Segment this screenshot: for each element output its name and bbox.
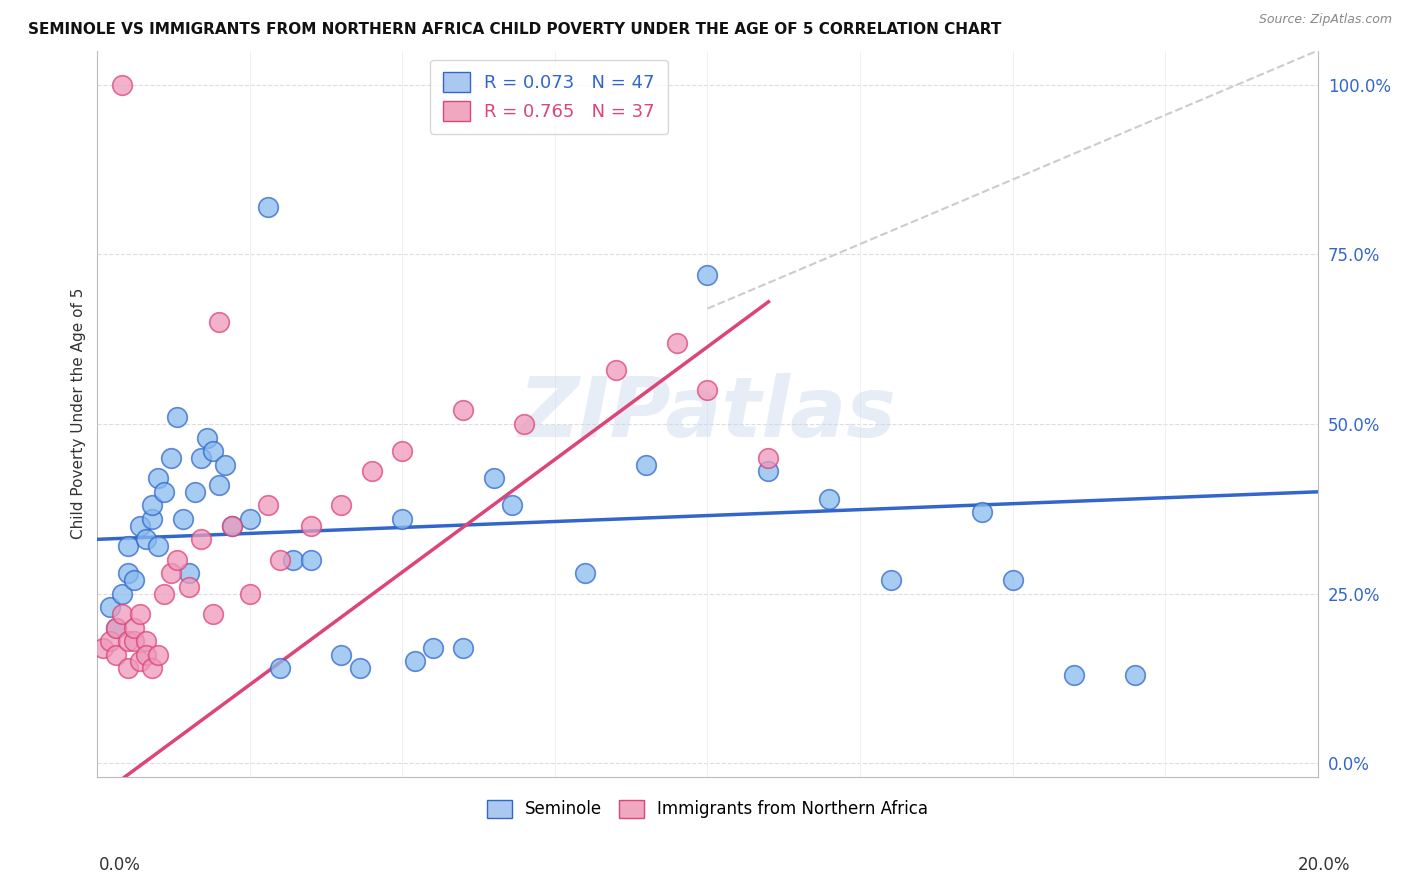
Point xyxy=(879,573,901,587)
Point xyxy=(93,640,115,655)
Text: Source: ZipAtlas.com: Source: ZipAtlas.com xyxy=(1258,13,1392,27)
Point xyxy=(129,518,152,533)
Point xyxy=(122,573,145,587)
Point xyxy=(104,621,127,635)
Point xyxy=(269,661,291,675)
Point xyxy=(299,552,322,566)
Point xyxy=(404,655,426,669)
Point xyxy=(190,533,212,547)
Point xyxy=(665,335,688,350)
Point xyxy=(184,484,207,499)
Point xyxy=(453,403,475,417)
Point xyxy=(135,533,157,547)
Point xyxy=(166,552,188,566)
Point xyxy=(696,268,718,282)
Point xyxy=(257,499,280,513)
Point xyxy=(513,417,536,431)
Point xyxy=(148,471,170,485)
Point xyxy=(330,648,353,662)
Point xyxy=(166,410,188,425)
Point xyxy=(141,499,163,513)
Point xyxy=(177,566,200,581)
Point xyxy=(202,444,225,458)
Point xyxy=(177,580,200,594)
Point xyxy=(190,450,212,465)
Point xyxy=(111,78,134,92)
Point xyxy=(696,383,718,397)
Point xyxy=(1123,668,1146,682)
Point xyxy=(239,586,262,600)
Legend: Seminole, Immigrants from Northern Africa: Seminole, Immigrants from Northern Afric… xyxy=(478,791,936,827)
Point xyxy=(202,607,225,621)
Point xyxy=(208,315,231,329)
Point xyxy=(208,478,231,492)
Point xyxy=(122,634,145,648)
Point xyxy=(117,539,139,553)
Point xyxy=(141,512,163,526)
Point xyxy=(1063,668,1085,682)
Point xyxy=(970,505,993,519)
Point xyxy=(141,661,163,675)
Point xyxy=(1001,573,1024,587)
Text: SEMINOLE VS IMMIGRANTS FROM NORTHERN AFRICA CHILD POVERTY UNDER THE AGE OF 5 COR: SEMINOLE VS IMMIGRANTS FROM NORTHERN AFR… xyxy=(28,22,1001,37)
Point xyxy=(159,566,181,581)
Point xyxy=(135,634,157,648)
Point xyxy=(501,499,523,513)
Y-axis label: Child Poverty Under the Age of 5: Child Poverty Under the Age of 5 xyxy=(72,288,86,540)
Point xyxy=(214,458,236,472)
Point xyxy=(269,552,291,566)
Text: 20.0%: 20.0% xyxy=(1298,856,1350,874)
Point xyxy=(153,484,176,499)
Point xyxy=(758,465,780,479)
Point xyxy=(153,586,176,600)
Point xyxy=(122,621,145,635)
Point xyxy=(361,465,384,479)
Point xyxy=(111,586,134,600)
Point xyxy=(257,200,280,214)
Point xyxy=(330,499,353,513)
Point xyxy=(482,471,505,485)
Point xyxy=(391,512,413,526)
Point xyxy=(117,661,139,675)
Point xyxy=(281,552,304,566)
Point xyxy=(422,640,444,655)
Point xyxy=(98,634,121,648)
Point xyxy=(117,634,139,648)
Point xyxy=(349,661,371,675)
Point xyxy=(172,512,194,526)
Point xyxy=(818,491,841,506)
Point xyxy=(135,648,157,662)
Point xyxy=(129,607,152,621)
Point xyxy=(221,518,243,533)
Point xyxy=(221,518,243,533)
Point xyxy=(453,640,475,655)
Point xyxy=(148,648,170,662)
Point xyxy=(299,518,322,533)
Point xyxy=(239,512,262,526)
Point xyxy=(148,539,170,553)
Point xyxy=(391,444,413,458)
Point xyxy=(758,450,780,465)
Point xyxy=(129,655,152,669)
Point xyxy=(636,458,658,472)
Point xyxy=(104,621,127,635)
Point xyxy=(98,600,121,615)
Point xyxy=(104,648,127,662)
Point xyxy=(159,450,181,465)
Point xyxy=(195,431,218,445)
Text: 0.0%: 0.0% xyxy=(98,856,141,874)
Point xyxy=(117,566,139,581)
Point xyxy=(605,362,627,376)
Point xyxy=(111,607,134,621)
Text: ZIPatlas: ZIPatlas xyxy=(519,373,897,454)
Point xyxy=(574,566,596,581)
